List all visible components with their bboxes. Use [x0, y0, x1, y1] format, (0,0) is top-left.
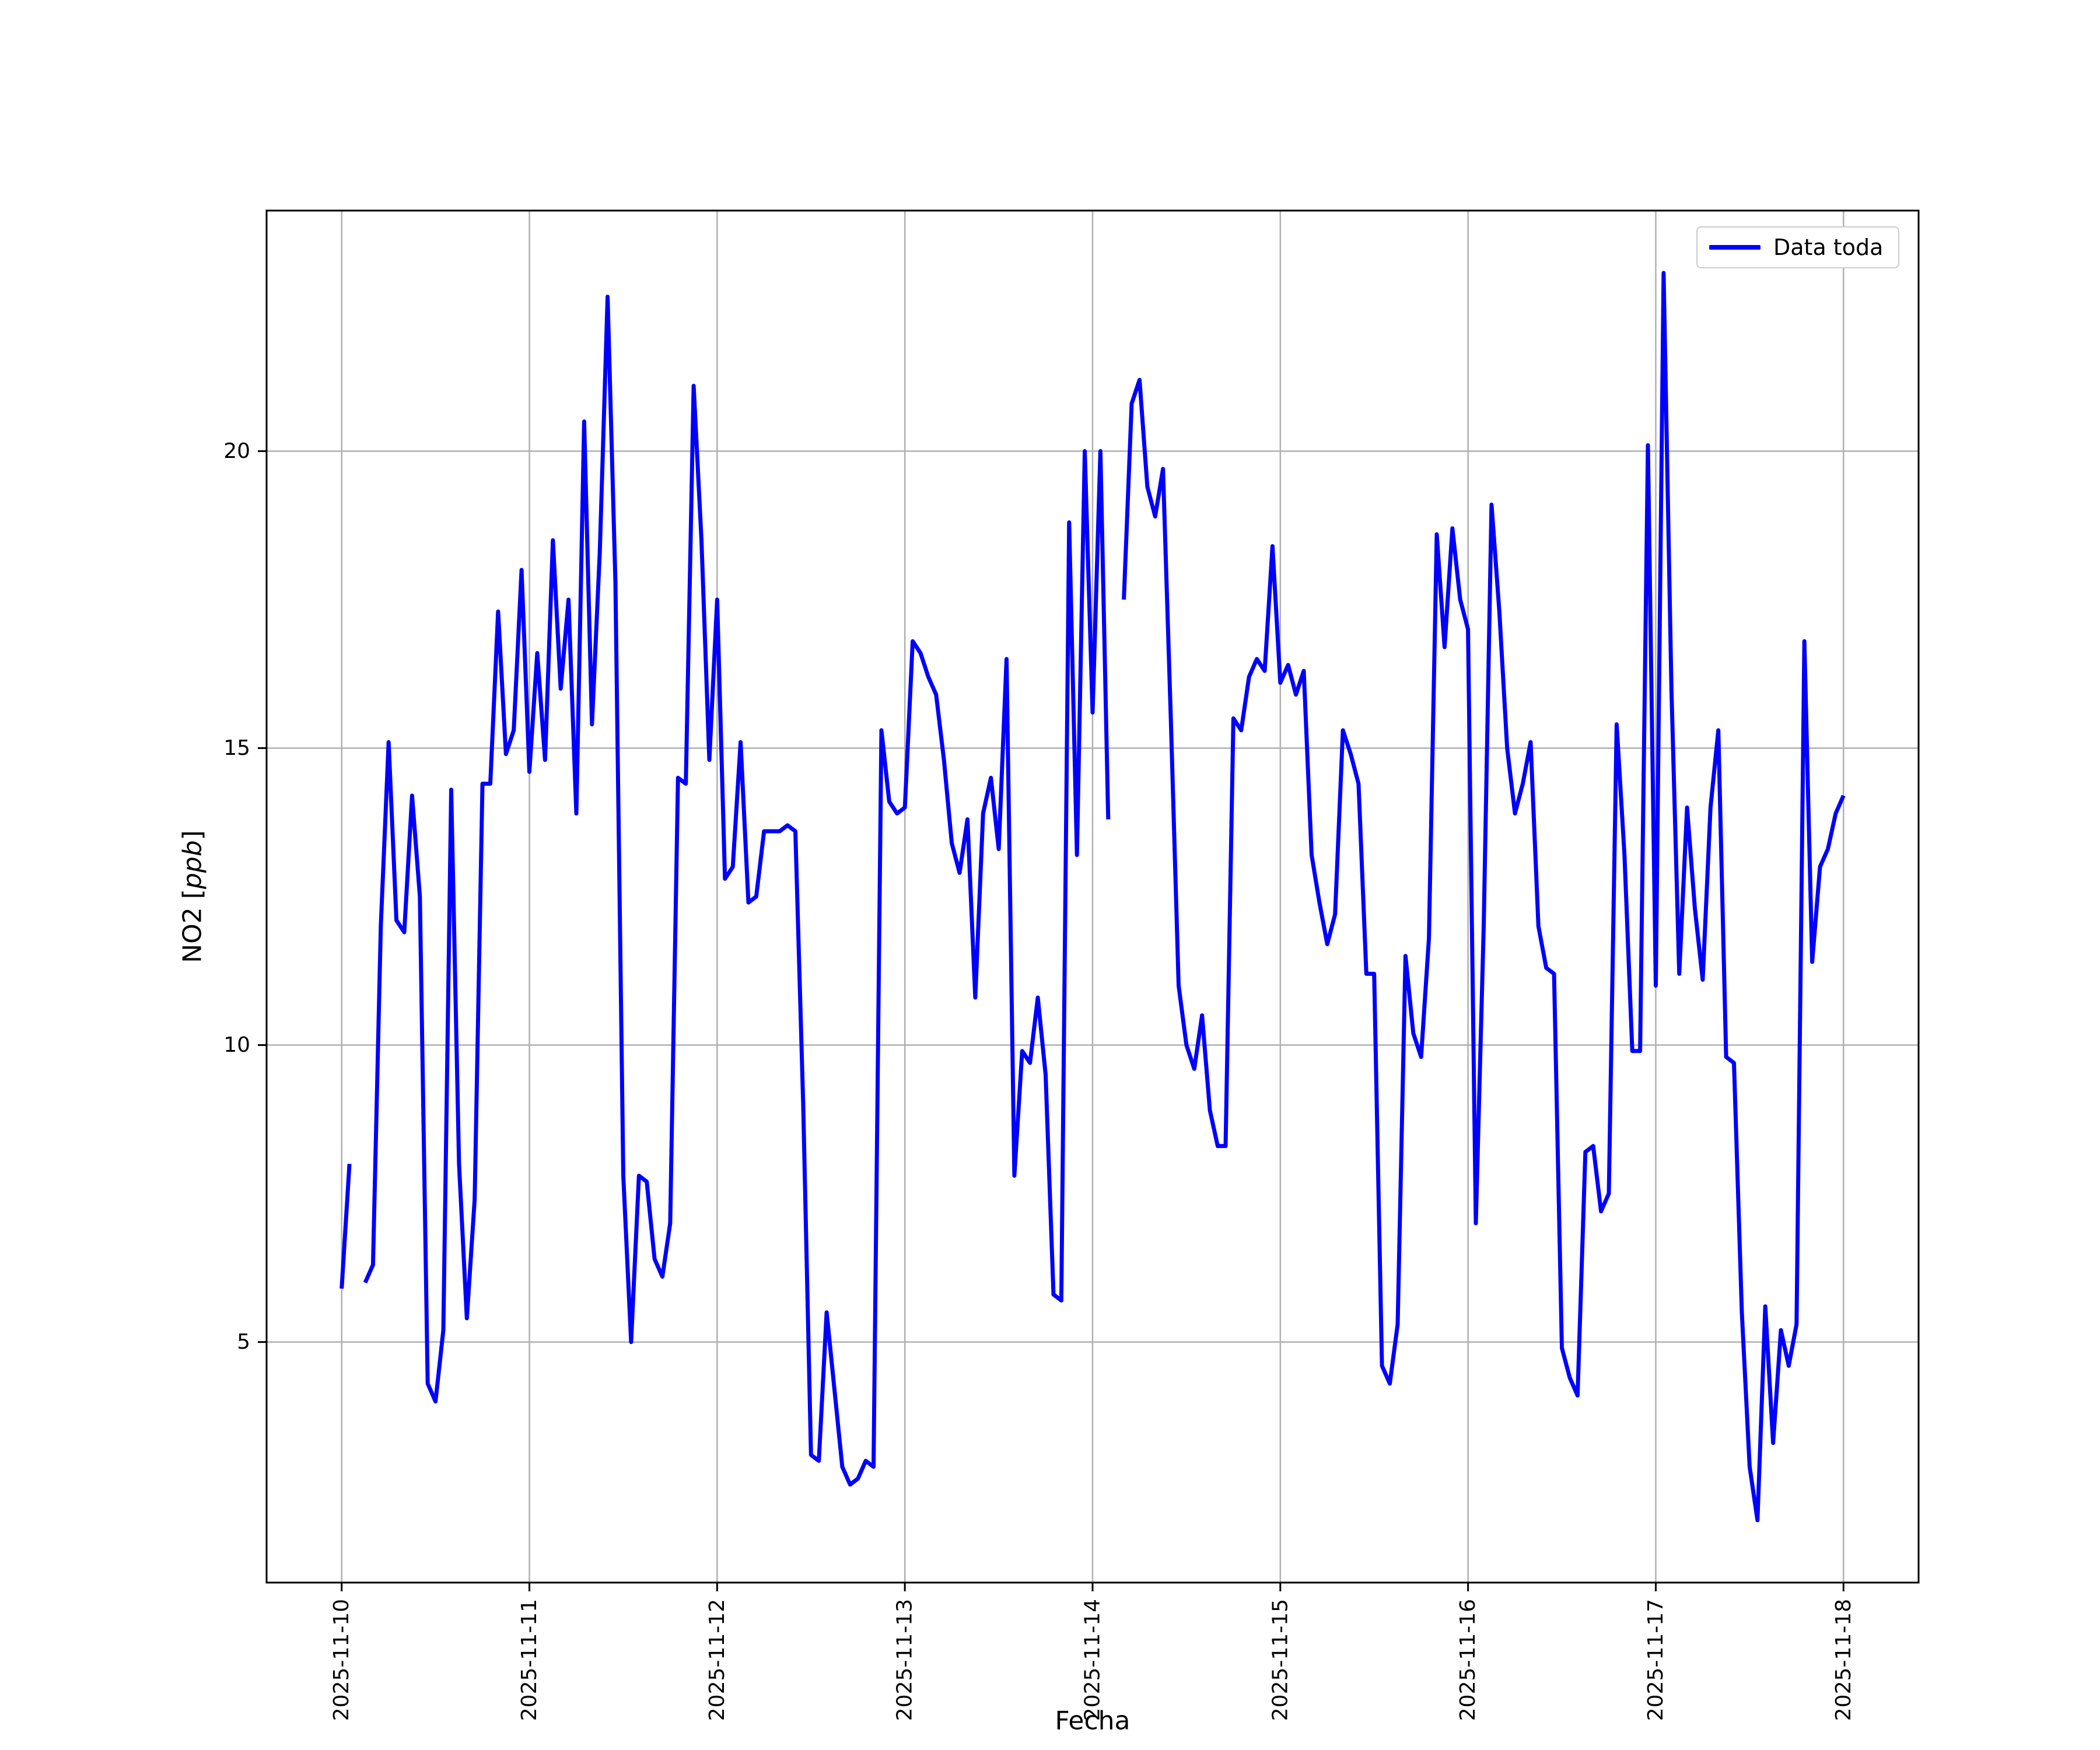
y-axis-label-prefix: NO2 [ [177, 889, 208, 963]
x-tick-label: 2025-11-12 [705, 1599, 729, 1721]
y-axis-label: NO2 [ppb] [178, 830, 208, 963]
x-tick-label: 2025-11-10 [330, 1599, 354, 1721]
x-axis-label: Fecha [1055, 1706, 1130, 1736]
y-tick-label: 5 [237, 1330, 250, 1354]
x-tick-label: 2025-11-18 [1832, 1599, 1856, 1721]
x-axis-label-text: Fecha [1055, 1706, 1130, 1736]
y-axis-label-suffix: ] [177, 830, 208, 841]
legend-label: Data toda [1773, 235, 1884, 260]
y-axis-label-unit: ppb [177, 840, 208, 890]
x-tick-label: 2025-11-14 [1081, 1599, 1105, 1721]
data-line-series [340, 271, 1846, 1522]
legend-line-sample [1709, 245, 1760, 250]
y-tick-label: 15 [223, 736, 250, 760]
x-tick-label: 2025-11-11 [517, 1599, 541, 1721]
legend: Data toda [1696, 226, 1900, 268]
plot-border [265, 209, 1920, 1584]
x-tick-label: 2025-11-13 [893, 1599, 917, 1721]
x-tick-label: 2025-11-16 [1456, 1599, 1480, 1721]
x-tick-label: 2025-11-17 [1644, 1599, 1668, 1721]
y-tick-label: 20 [223, 439, 250, 463]
x-tick-label: 2025-11-15 [1268, 1599, 1292, 1721]
y-tick-label: 10 [223, 1033, 250, 1057]
